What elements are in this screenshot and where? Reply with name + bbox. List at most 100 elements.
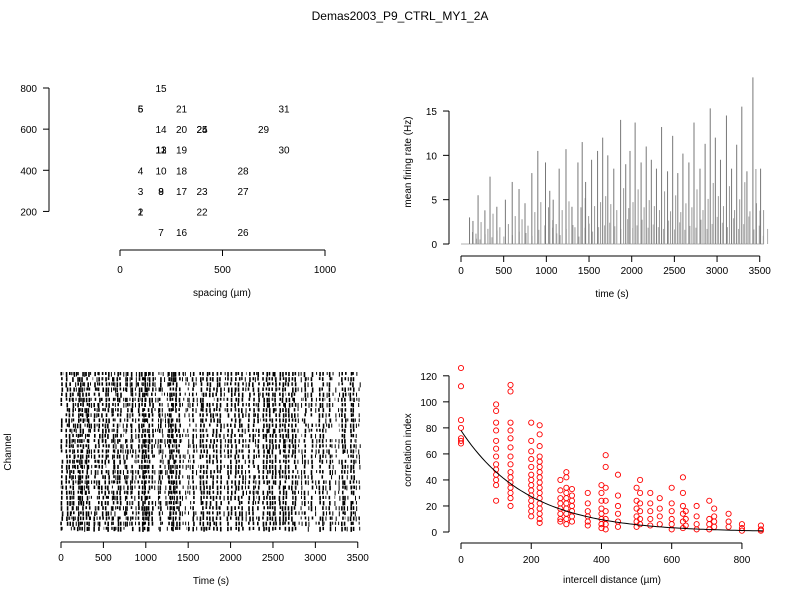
data-point [563, 489, 570, 497]
x-tick-label: 3500 [347, 553, 370, 564]
data-point [493, 419, 500, 426]
y-tick-label: 800 [20, 84, 37, 95]
data-point [493, 453, 500, 460]
x-tick-label: 800 [734, 555, 751, 566]
x-tick-label: 3000 [706, 266, 729, 277]
data-point [528, 508, 535, 515]
data-point [668, 515, 675, 523]
data-point [528, 482, 535, 489]
data-point [706, 497, 713, 504]
data-point [633, 513, 640, 520]
x-tick-label: 1500 [177, 553, 200, 564]
x-tick-label: 500 [495, 266, 512, 277]
x-tick-label: 600 [663, 555, 680, 566]
data-point [507, 435, 514, 442]
data-point [614, 523, 622, 530]
data-point [493, 401, 500, 408]
data-point [614, 502, 622, 510]
electrode-label: 26 [237, 228, 249, 239]
data-point [568, 492, 576, 499]
data-point [507, 502, 514, 510]
electrode-label: 22 [196, 207, 208, 218]
x-tick-label: 0 [458, 266, 464, 277]
y-tick-label: 5 [431, 196, 437, 207]
data-point [493, 427, 500, 434]
data-point [614, 471, 622, 478]
x-tick-label: 3000 [304, 553, 327, 564]
electrode-label: 11 [156, 146, 167, 157]
data-point [679, 502, 686, 510]
data-point [528, 502, 535, 510]
data-point [668, 526, 675, 533]
data-point [633, 497, 640, 504]
data-point [693, 521, 700, 528]
electrode-label: 15 [155, 84, 167, 95]
data-point [693, 502, 700, 510]
data-point [457, 417, 465, 424]
x-tick-label: 200 [523, 555, 540, 566]
data-point [584, 500, 591, 507]
data-point [725, 518, 732, 525]
data-point [536, 515, 543, 523]
data-point [584, 489, 591, 497]
y-axis-title: mean firing rate (Hz) [403, 116, 414, 207]
data-point [493, 497, 500, 504]
x-tick-label: 2000 [621, 266, 644, 277]
data-point [693, 513, 700, 520]
electrode-label: 23 [196, 187, 208, 198]
data-point [568, 502, 576, 510]
x-tick-label: 1500 [578, 266, 601, 277]
data-point [706, 521, 713, 528]
data-point [602, 463, 609, 470]
data-point [647, 489, 654, 497]
data-point [557, 518, 564, 525]
electrode-label: 3 [138, 187, 144, 198]
y-tick-label: 120 [420, 372, 437, 383]
x-tick-label: 500 [214, 265, 231, 276]
electrode-label: 12 [155, 146, 167, 157]
data-point [528, 456, 535, 463]
data-point [602, 526, 609, 533]
data-point [507, 489, 514, 497]
electrode-label: 25 [196, 125, 208, 136]
data-point [679, 474, 686, 481]
x-tick-label: 0 [458, 555, 464, 566]
y-tick-label: 80 [426, 424, 438, 435]
electrode-label: 10 [155, 166, 167, 177]
data-point [493, 461, 500, 468]
data-point [656, 495, 663, 502]
data-point [602, 508, 609, 515]
data-point [536, 505, 543, 512]
fit-curve [460, 430, 764, 532]
data-point [507, 444, 514, 451]
data-point [507, 461, 514, 468]
data-point [557, 487, 564, 494]
data-point [598, 482, 605, 489]
data-point [647, 508, 654, 515]
data-point [711, 505, 718, 512]
data-point [602, 497, 609, 504]
data-point [725, 523, 732, 530]
electrode-label: 4 [138, 166, 144, 177]
data-point [614, 518, 622, 525]
data-point [637, 508, 644, 515]
data-point [536, 519, 543, 526]
data-point [602, 452, 609, 459]
data-point [563, 500, 570, 507]
electrode-label: 14 [155, 125, 167, 136]
electrode-label: 20 [176, 125, 188, 136]
data-point [563, 484, 570, 491]
data-point [557, 476, 564, 483]
data-point [656, 513, 663, 520]
data-point [493, 407, 500, 415]
data-point [457, 440, 465, 447]
y-tick-label: 20 [426, 502, 438, 513]
data-point [637, 515, 644, 523]
x-tick-label: 1000 [135, 553, 158, 564]
data-point [711, 513, 718, 520]
data-point [528, 476, 535, 483]
electrode-label: 8 [158, 187, 164, 198]
data-point [528, 448, 535, 455]
data-point [682, 515, 689, 523]
